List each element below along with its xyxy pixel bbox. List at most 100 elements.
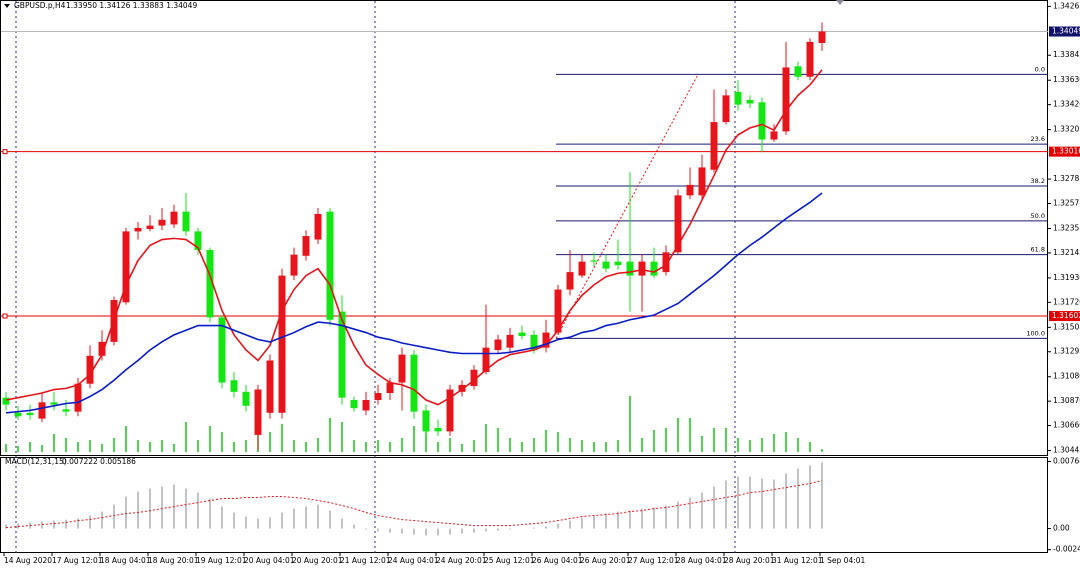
y-tick-label: 1.33845 (1053, 50, 1080, 59)
candle-body (554, 289, 562, 333)
y-tick-label: 1.34265 (1053, 1, 1080, 10)
candle-body (158, 219, 166, 226)
candle-body (134, 227, 142, 232)
candle-body (482, 347, 490, 373)
x-tick-label: 20 Aug 20:01 (292, 556, 343, 565)
candle-body (806, 41, 814, 77)
candle-body (770, 131, 778, 140)
candle-layer (2, 22, 826, 450)
price-box (1049, 146, 1080, 157)
candle-body (674, 195, 682, 253)
candle-body (710, 122, 718, 170)
x-tick-label: 28 Aug 20:01 (724, 556, 775, 565)
candle-body (686, 184, 694, 196)
candle-body (410, 354, 418, 412)
fibo-trendline (555, 74, 699, 339)
candle-body (578, 261, 586, 276)
candle-body (194, 231, 202, 250)
fibo-label: 38.2 (1031, 177, 1045, 185)
candle-body (242, 391, 250, 406)
x-tick-label: 24 Aug 20:01 (436, 556, 487, 565)
y-tick-label: 1.33205 (1053, 125, 1080, 134)
candle-body (506, 334, 514, 348)
candle-body (518, 332, 526, 337)
y-tick-label: 1.31080 (1053, 372, 1080, 381)
y-tick-label: 1.31295 (1053, 347, 1080, 356)
candle-body (698, 167, 706, 196)
candle-body (62, 409, 70, 412)
candle-body (290, 254, 298, 276)
candle-body (74, 383, 82, 412)
candle-body (374, 393, 382, 400)
fibo-label: 61.8 (1031, 246, 1045, 254)
candle-body (590, 260, 598, 262)
candle-body (326, 211, 334, 320)
candle-body (2, 397, 10, 405)
y-tick-label: 1.33630 (1053, 75, 1080, 84)
x-tick-label: 17 Aug 12:01 (52, 556, 103, 565)
candle-body (278, 275, 286, 413)
x-tick-label: 20 Aug 04:01 (244, 556, 295, 565)
x-tick-label: 28 Aug 04:01 (676, 556, 727, 565)
price-box-label: 1.34049 (1052, 27, 1080, 36)
candle-body (206, 250, 214, 318)
y-tick-label: 1.30660 (1053, 421, 1080, 430)
macd-title: MACD(12,31,15) (5, 457, 67, 466)
candle-body (734, 91, 742, 105)
candle-body (662, 252, 670, 273)
candle-body (470, 369, 478, 387)
x-tick-label: 24 Aug 04:01 (388, 556, 439, 565)
chart-subtitle: 1.33950 1.34126 1.33883 1.34049 (66, 1, 197, 10)
candle-body (530, 334, 538, 350)
y-tick-label: 0.007682 (1053, 457, 1080, 466)
x-tick-label: 21 Aug 12:01 (340, 556, 391, 565)
fibo-label: 100.0 (1026, 329, 1045, 337)
level-layer: 0.0 23.6 38.2 50.0 61.8 100.0 (1, 31, 1048, 339)
candle-body (314, 213, 322, 240)
candle-body (350, 400, 358, 409)
candle-body (638, 261, 646, 276)
x-tick-label: 19 Aug 12:01 (196, 556, 247, 565)
x-tick-label: 31 Aug 12:01 (772, 556, 823, 565)
candle-body (170, 211, 178, 225)
candle-body (182, 211, 190, 232)
candle-body (566, 272, 574, 290)
candle-body (218, 317, 226, 383)
candle-body (86, 355, 94, 384)
candle-body (302, 236, 310, 256)
candle-body (458, 384, 466, 392)
candle-body (26, 412, 34, 416)
ma-layer (5, 69, 823, 414)
candle-body (794, 66, 802, 77)
candle-body (782, 67, 790, 132)
candle-body (650, 261, 658, 276)
price-box (1049, 26, 1080, 37)
y-tick-label: 1.30870 (1053, 396, 1080, 405)
y-tick-label: 1.31930 (1053, 273, 1080, 282)
shift-marker[interactable] (836, 0, 844, 5)
macd-signal (5, 479, 823, 529)
candle-body (386, 382, 394, 394)
candle-body (602, 261, 610, 269)
y-tick-label: -0.00242 (1053, 545, 1080, 554)
axis-layer: 1.34265 1.33845 1.33630 1.33420 1.33205 1.327… (3, 1, 1080, 565)
candle-body (362, 400, 370, 411)
moving-average (5, 69, 823, 406)
candle-body (746, 100, 754, 104)
macd-subtitle: 0.007222 0.005186 (62, 457, 136, 466)
candle-body (434, 427, 442, 432)
chart-title: GBPUSD.p,H4 (14, 1, 66, 10)
symbol-menu-arrow[interactable] (4, 4, 10, 8)
candle-body (818, 31, 826, 44)
candle-body (146, 225, 154, 230)
y-tick-label: 1.33420 (1053, 100, 1080, 109)
candle-body (494, 339, 502, 350)
candle-body (266, 360, 274, 413)
candle-body (254, 389, 262, 435)
price-box-label: 1.31602 (1052, 311, 1080, 320)
candle-body (50, 402, 58, 405)
moving-average (5, 192, 823, 414)
